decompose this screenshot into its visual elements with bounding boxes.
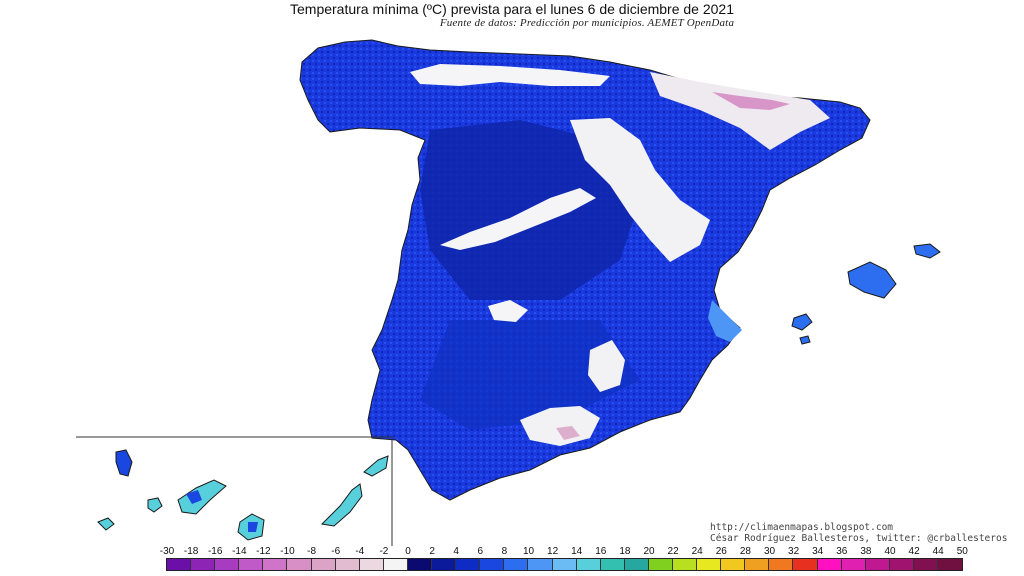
- cantabrian-cold-area: [410, 64, 610, 86]
- legend-label: 28: [739, 546, 751, 557]
- gran-canaria-center: [248, 522, 258, 532]
- legend-swatch: [504, 559, 529, 570]
- legend-swatch: [311, 559, 336, 570]
- legend-swatch: [215, 559, 240, 570]
- menorca-island: [913, 243, 941, 259]
- tenerife-island: [177, 479, 227, 515]
- legend-label: 26: [715, 546, 727, 557]
- legend-swatch: [480, 559, 505, 570]
- legend-swatch: [938, 559, 963, 570]
- toledo-cold-spot: [488, 300, 528, 322]
- legend-color-bar: [166, 558, 964, 571]
- legend-label: -6: [331, 546, 341, 557]
- la-gomera-island: [147, 497, 163, 513]
- formentera-island: [799, 335, 811, 345]
- legend-label: 8: [501, 546, 508, 557]
- lanzarote-island: [363, 455, 389, 477]
- ibiza-island: [791, 313, 813, 331]
- credit-author: César Rodríguez Ballesteros, twitter: @c…: [710, 533, 1008, 544]
- credit-url: http://climaenmapas.blogspot.com: [710, 522, 894, 533]
- legend-labels: -30 -18 -16 -14 -12 -10 -8 -6 -4 -2 0 2 4 6 8 10 12 14 16 1…: [0, 546, 1024, 558]
- legend-swatch: [432, 559, 457, 570]
- legend-label: -30: [159, 546, 175, 557]
- legend-swatch: [913, 559, 938, 570]
- segura-cold-area: [588, 340, 625, 392]
- legend-swatch: [697, 559, 722, 570]
- legend-label: 30: [763, 546, 776, 557]
- legend-swatch: [721, 559, 746, 570]
- legend-swatch: [167, 559, 192, 570]
- legend-swatch: [769, 559, 794, 570]
- pyrenees-pink-area: [712, 92, 790, 110]
- legend-label: 24: [691, 546, 703, 557]
- legend-swatch: [865, 559, 890, 570]
- legend-label: 0: [405, 546, 411, 557]
- legend-label: 50: [956, 546, 968, 557]
- legend-label: 42: [908, 546, 920, 557]
- legend-label: 4: [453, 546, 459, 557]
- legend-swatch: [359, 559, 384, 570]
- legend-swatch: [239, 559, 264, 570]
- legend-swatch: [335, 559, 360, 570]
- legend-label: 40: [884, 546, 896, 557]
- legend-label: 16: [595, 546, 607, 557]
- legend-swatch: [287, 559, 312, 570]
- legend-swatch: [624, 559, 649, 570]
- legend-swatch: [648, 559, 673, 570]
- map-title: Temperatura mínima (ºC) prevista para el…: [290, 1, 734, 17]
- legend-label: 22: [667, 546, 679, 557]
- legend-label: -8: [307, 546, 317, 557]
- legend-swatch: [600, 559, 625, 570]
- legend-swatch: [407, 559, 433, 570]
- legend-swatch: [383, 559, 408, 570]
- legend-label: 12: [547, 546, 559, 557]
- legend-swatch: [576, 559, 601, 570]
- legend-swatch: [889, 559, 914, 570]
- map-subtitle: Fuente de datos: Predicción por municipi…: [439, 17, 735, 29]
- legend-label: 14: [571, 546, 583, 557]
- tenerife-teide: [186, 490, 202, 504]
- legend-swatch: [528, 559, 553, 570]
- legend-swatch: [456, 559, 481, 570]
- legend-label: 10: [522, 546, 535, 557]
- legend-swatch: [672, 559, 698, 570]
- south-dark-area: [420, 320, 640, 430]
- legend-label: 36: [836, 546, 848, 557]
- legend-swatch: [841, 559, 866, 570]
- legend-label: 6: [477, 546, 484, 557]
- fuerteventura-island: [320, 483, 363, 527]
- legend-label: 2: [429, 546, 435, 557]
- legend-swatch: [817, 559, 842, 570]
- legend-label: -10: [280, 546, 295, 557]
- sierra-nevada-pink: [556, 426, 580, 440]
- legend-label: -14: [232, 546, 247, 557]
- legend-label: 38: [860, 546, 872, 557]
- la-palma-island: [115, 449, 133, 477]
- legend-label: 44: [932, 546, 944, 557]
- legend-label: 18: [619, 546, 631, 557]
- legend-swatch: [263, 559, 288, 570]
- central-system-cold-area: [440, 188, 596, 250]
- legend-label: -18: [183, 546, 199, 557]
- legend-label: -12: [256, 546, 271, 557]
- mallorca-island: [847, 261, 897, 299]
- legend-label: 34: [812, 546, 824, 557]
- legend-label: 32: [788, 546, 800, 557]
- legend-swatch: [745, 559, 770, 570]
- iberian-system-cold-area: [570, 118, 710, 262]
- mediterranean-coast-warm: [708, 300, 742, 342]
- canary-inset-frame: [76, 436, 393, 546]
- legend-label: -4: [355, 546, 365, 557]
- pyrenees-cold-area: [650, 72, 830, 150]
- legend-label: -16: [207, 546, 223, 557]
- legend-swatch: [552, 559, 577, 570]
- legend-swatch: [191, 559, 216, 570]
- legend-label: 20: [643, 546, 655, 557]
- legend-label: -2: [379, 546, 389, 557]
- el-hierro-island: [97, 517, 115, 531]
- legend-swatch: [793, 559, 818, 570]
